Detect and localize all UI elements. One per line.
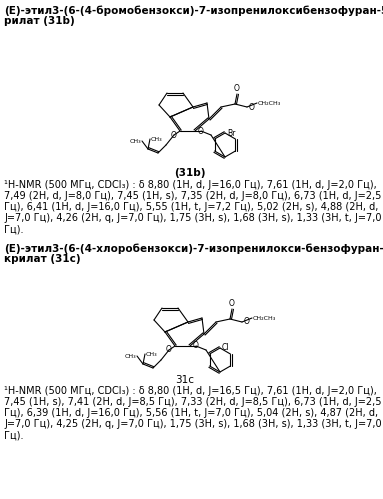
Text: O: O [198,127,204,136]
Text: 7,45 (1H, s), 7,41 (2H, d, J=8,5 Гц), 7,33 (2H, d, J=8,5 Гц), 6,73 (1H, d, J=2,5: 7,45 (1H, s), 7,41 (2H, d, J=8,5 Гц), 7,… [4,397,381,407]
Text: J=7,0 Гц), 4,26 (2H, q, J=7,0 Гц), 1,75 (3H, s), 1,68 (3H, s), 1,33 (3H, t, J=7,: J=7,0 Гц), 4,26 (2H, q, J=7,0 Гц), 1,75 … [4,213,381,223]
Text: O: O [249,102,255,111]
Text: рилат (31b): рилат (31b) [4,16,75,26]
Text: Cl: Cl [222,343,229,352]
Text: O: O [171,131,177,140]
Text: Гц).: Гц). [4,430,23,440]
Text: O: O [193,341,199,350]
Text: 7,49 (2H, d, J=8,0 Гц), 7,45 (1H, s), 7,35 (2H, d, J=8,0 Гц), 6,73 (1H, d, J=2,5: 7,49 (2H, d, J=8,0 Гц), 7,45 (1H, s), 7,… [4,191,381,201]
Text: O: O [229,299,235,308]
Text: O: O [234,84,240,93]
Text: J=7,0 Гц), 4,25 (2H, q, J=7,0 Гц), 1,75 (3H, s), 1,68 (3H, s), 1,33 (3H, t, J=7,: J=7,0 Гц), 4,25 (2H, q, J=7,0 Гц), 1,75 … [4,419,381,429]
Text: Гц).: Гц). [4,224,23,234]
Text: CH₃: CH₃ [124,353,136,358]
Text: Br: Br [227,129,236,138]
Text: CH₂CH₃: CH₂CH₃ [258,100,281,105]
Text: CH₃: CH₃ [129,139,141,144]
Text: CH₃: CH₃ [151,137,163,142]
Text: CH₂CH₃: CH₂CH₃ [253,315,276,320]
Text: O: O [244,317,250,326]
Text: 31c: 31c [175,375,195,385]
Text: (E)-этил3-(6-(4-бромобензокси)-7-изопренилоксибензофуран-5-ил)ак: (E)-этил3-(6-(4-бромобензокси)-7-изопрен… [4,5,383,15]
Text: ¹H-NMR (500 МГц, CDCl₃) : δ 8,80 (1H, d, J=16,5 Гц), 7,61 (1H, d, J=2,0 Гц),: ¹H-NMR (500 МГц, CDCl₃) : δ 8,80 (1H, d,… [4,386,377,396]
Text: Гц), 6,41 (1H, d, J=16,0 Гц), 5,55 (1H, t, J=7,2 Гц), 5,02 (2H, s), 4,88 (2H, d,: Гц), 6,41 (1H, d, J=16,0 Гц), 5,55 (1H, … [4,202,378,212]
Text: CH₃: CH₃ [146,351,158,356]
Text: крилат (31с): крилат (31с) [4,254,81,264]
Text: O: O [166,345,172,354]
Text: Гц), 6,39 (1H, d, J=16,0 Гц), 5,56 (1H, t, J=7,0 Гц), 5,04 (2H, s), 4,87 (2H, d,: Гц), 6,39 (1H, d, J=16,0 Гц), 5,56 (1H, … [4,408,378,418]
Text: (E)-этил3-(6-(4-хлоробензокси)-7-изопренилокси-бензофуран-5-ил)а: (E)-этил3-(6-(4-хлоробензокси)-7-изопрен… [4,243,383,253]
Text: ¹H-NMR (500 МГц, CDCl₃) : δ 8,80 (1H, d, J=16,0 Гц), 7,61 (1H, d, J=2,0 Гц),: ¹H-NMR (500 МГц, CDCl₃) : δ 8,80 (1H, d,… [4,180,377,190]
Text: (31b): (31b) [174,168,206,178]
